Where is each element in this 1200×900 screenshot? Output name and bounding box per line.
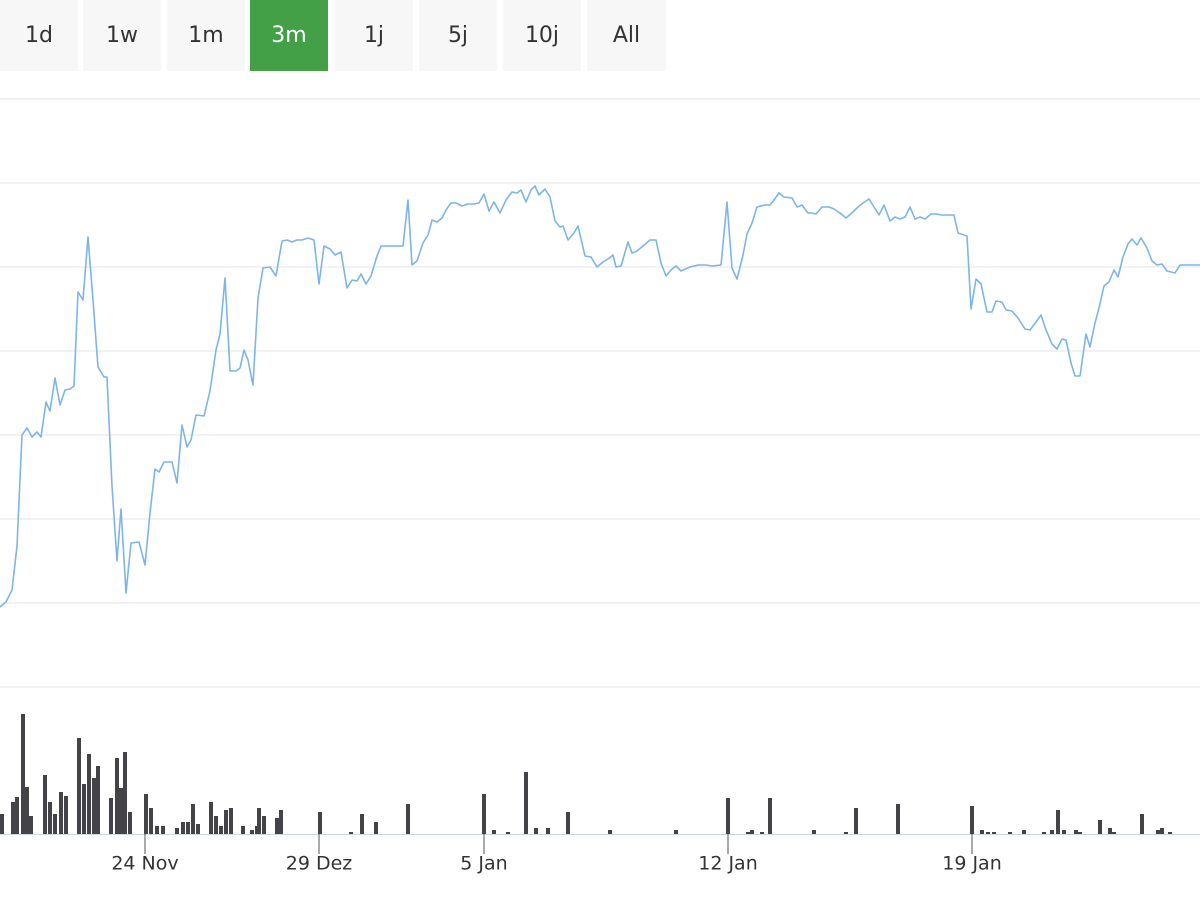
volume-bar [566, 812, 570, 834]
volume-bar [224, 810, 228, 834]
x-tick-label: 19 Jan [942, 853, 1002, 875]
volume-bar [123, 752, 127, 834]
volume-bar [1050, 830, 1054, 834]
volume-bar [262, 816, 266, 834]
volume-bar [1156, 830, 1160, 834]
volume-bar [349, 832, 353, 834]
volume-bar [1098, 820, 1102, 834]
volume-bar [115, 758, 119, 834]
volume-bar [1112, 832, 1116, 834]
range-button[interactable]: 3m [250, 0, 328, 71]
x-tick-label: 29 Dez [286, 853, 353, 875]
volume-bar [53, 814, 57, 834]
volume-bar [128, 812, 132, 834]
volume-bar [896, 804, 900, 834]
volume-bar [77, 738, 81, 834]
volume-bar [196, 824, 200, 834]
volume-bar [854, 808, 858, 834]
volume-bar [1008, 832, 1012, 834]
volume-bar [175, 828, 179, 834]
range-button[interactable]: 10j [503, 0, 581, 71]
volume-bar [674, 830, 678, 834]
volume-bar [1042, 832, 1046, 834]
volume-bar [149, 808, 153, 834]
volume-bar [546, 828, 550, 834]
volume-bar [219, 826, 223, 834]
volume-bar [492, 830, 496, 834]
volume-bar [119, 788, 123, 834]
volume-bar [1108, 828, 1112, 834]
volume-bar [506, 832, 510, 834]
volume-bar [992, 832, 996, 834]
volume-bar [524, 772, 528, 834]
volume-bar [1168, 832, 1172, 834]
volume-bar [155, 826, 159, 834]
volume-bar [59, 792, 63, 834]
x-tick-label: 12 Jan [698, 853, 758, 875]
volume-bar [374, 822, 378, 834]
volume-bar [760, 832, 764, 834]
volume-bar [608, 830, 612, 834]
volume-bar [161, 826, 165, 834]
volume-bar [25, 787, 29, 834]
volume-bar [191, 804, 195, 834]
volume-bar [1056, 810, 1060, 834]
volume-bar [15, 797, 19, 834]
volume-bar [109, 798, 113, 834]
price-line [0, 185, 1200, 608]
volume-bar [360, 814, 364, 834]
volume-bar [275, 818, 279, 834]
volume-bar [970, 806, 974, 834]
range-button[interactable]: 1j [335, 0, 413, 71]
volume-bar [186, 822, 190, 834]
volume-bar [48, 802, 52, 834]
volume-bar [279, 810, 283, 834]
volume-bar [1160, 828, 1164, 834]
volume-bar [11, 802, 15, 834]
volume-bar [214, 816, 218, 834]
volume-bar [209, 802, 213, 834]
x-tick-label: 5 Jan [460, 853, 507, 875]
volume-bar [1078, 832, 1082, 834]
volume-bar [181, 822, 185, 834]
volume-bar [986, 832, 990, 834]
volume-bar [812, 830, 816, 834]
range-button[interactable]: All [587, 0, 666, 71]
volume-bar [1140, 814, 1144, 834]
volume-bar [980, 830, 984, 834]
volume-bar [29, 816, 33, 834]
volume-bar [534, 828, 538, 834]
volume-bar [1074, 830, 1078, 834]
range-button[interactable]: 5j [419, 0, 497, 71]
volume-bar [1022, 830, 1026, 834]
volume-bar [21, 714, 25, 834]
volume-bar [726, 798, 730, 834]
volume-bar [82, 784, 86, 834]
volume-bar [87, 754, 91, 834]
x-tick-label: 24 Nov [111, 853, 178, 875]
volume-bar [250, 830, 254, 834]
volume-bar [96, 766, 100, 834]
volume-bar [229, 808, 233, 834]
volume-bar [257, 808, 261, 834]
volume-bar [144, 794, 148, 834]
volume-bar [768, 798, 772, 834]
volume-bar [750, 830, 754, 834]
volume-bar [318, 812, 322, 834]
range-button[interactable]: 1d [0, 0, 78, 71]
volume-bar [482, 794, 486, 834]
volume-bar [43, 775, 47, 834]
volume-bar [406, 804, 410, 834]
volume-bar [92, 778, 96, 834]
range-button[interactable]: 1w [83, 0, 161, 71]
range-button[interactable]: 1m [167, 0, 245, 71]
volume-bar [64, 796, 68, 834]
volume-bar [746, 832, 750, 834]
volume-bar [844, 832, 848, 834]
volume-bar [1062, 830, 1066, 834]
volume-bar [0, 814, 4, 834]
volume-bar [241, 826, 245, 834]
